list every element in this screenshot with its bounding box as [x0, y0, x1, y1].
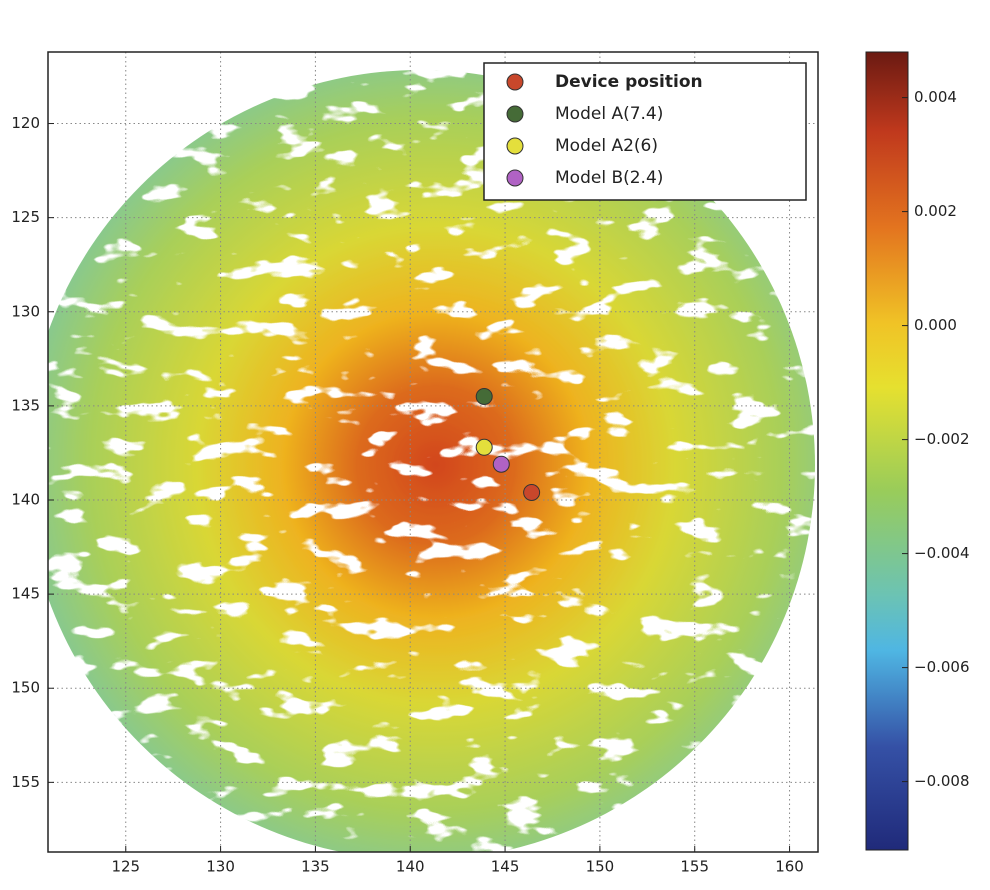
legend-marker [506, 73, 524, 91]
y-tick-label: 120 [11, 114, 40, 132]
legend-marker [506, 105, 524, 123]
x-tick-label: 160 [775, 858, 804, 876]
grid [48, 52, 818, 852]
point [492, 455, 510, 473]
legend-marker [506, 169, 524, 187]
colorbar-tick-label: −0.006 [914, 658, 970, 676]
colorbar [865, 51, 909, 851]
y-tick-label: 145 [11, 585, 40, 603]
points [475, 387, 541, 501]
heatmap [48, 70, 815, 852]
y-tick-label: 155 [11, 773, 40, 791]
colorbar-tick-label: 0.000 [914, 316, 957, 334]
y-tick-label: 150 [11, 679, 40, 697]
legend-items: Device position Model A(7.4) Model A2(6) Mo… [506, 72, 703, 188]
y-tick-label: 125 [11, 208, 40, 226]
colorbar-tick-label: 0.004 [914, 88, 957, 106]
legend-box [483, 62, 807, 201]
colorbar-ticks: 0.004 0.002 0.000 −0.002 −0.004 −0.006 −0.008 [902, 88, 970, 790]
point [475, 387, 493, 405]
colorbar-tick-label: −0.002 [914, 430, 970, 448]
legend-label: Device position [555, 72, 703, 92]
point [475, 438, 493, 456]
legend-label: Model B(2.4) [555, 168, 663, 188]
x-tick-label: 130 [206, 858, 235, 876]
axes-frame [47, 51, 819, 853]
legend-marker [506, 137, 524, 155]
x-tick-label: 140 [396, 858, 425, 876]
colorbar-tick-label: 0.002 [914, 202, 957, 220]
y-tick-label: 130 [11, 302, 40, 320]
legend-label: Model A(7.4) [555, 104, 663, 124]
x-tick-label: 150 [586, 858, 615, 876]
legend: Device position Model A(7.4) Model A2(6) Mo… [483, 62, 807, 201]
y-tick-label: 140 [11, 491, 40, 509]
y-tick-label: 135 [11, 396, 40, 414]
x-tick-label: 135 [301, 858, 330, 876]
x-tick-label: 125 [111, 858, 140, 876]
heatmap-field [48, 70, 815, 852]
legend-label: Model A2(6) [555, 136, 658, 156]
colorbar-tick-label: −0.008 [914, 772, 970, 790]
x-tick-label: 145 [491, 858, 520, 876]
colorbar-tick-label: −0.004 [914, 544, 970, 562]
point [523, 483, 541, 501]
x-tick-label: 155 [680, 858, 709, 876]
